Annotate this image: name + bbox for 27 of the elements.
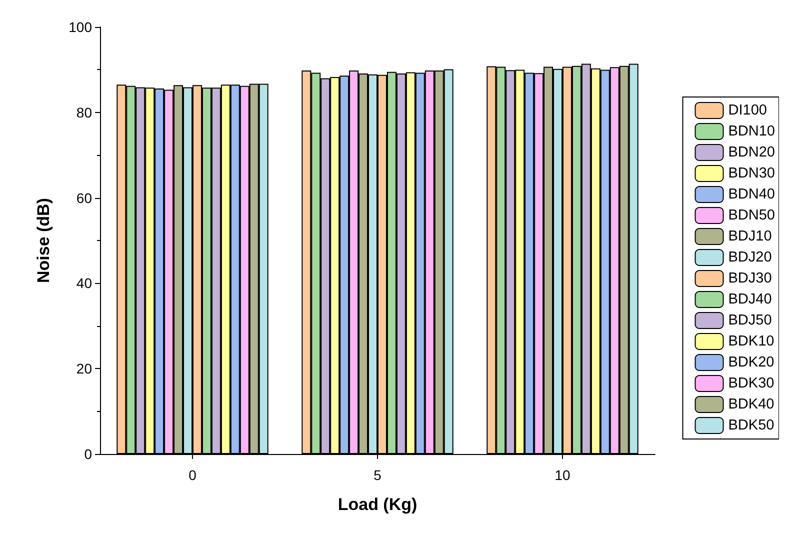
y-tick-label: 60 <box>76 190 92 206</box>
y-tick-label: 0 <box>84 446 92 462</box>
legend-label: BDK10 <box>728 334 774 350</box>
legend-label: BDN50 <box>728 208 776 224</box>
legend-label: BDJ40 <box>728 292 772 308</box>
x-tick-label: 0 <box>188 467 197 483</box>
y-tick-label: 100 <box>68 19 92 35</box>
legend-label: DI100 <box>728 102 767 118</box>
legend-label: BDK30 <box>728 376 774 392</box>
x-axis-title: Load (Kg) <box>338 495 418 514</box>
y-axis-title: Noise (dB) <box>34 198 53 283</box>
y-tick-label: 20 <box>76 360 92 377</box>
legend-label: BDJ30 <box>728 270 772 286</box>
legend-label: BDN40 <box>728 186 776 202</box>
legend-label: BDK20 <box>728 354 774 370</box>
y-tick-label: 40 <box>76 275 92 292</box>
legend-label: BDK50 <box>728 418 774 434</box>
legend-label: BDK40 <box>728 396 774 412</box>
legend-label: BDJ20 <box>728 250 772 266</box>
x-tick-label: 10 <box>554 467 570 483</box>
x-tick-label: 5 <box>374 467 382 483</box>
legend-label: BDN30 <box>728 166 776 182</box>
legend-label: BDJ50 <box>728 312 772 328</box>
legend-label: BDN20 <box>728 144 776 160</box>
y-tick-label: 80 <box>76 104 92 120</box>
legend-label: BDN10 <box>728 124 776 140</box>
legend-label: BDJ10 <box>728 228 772 244</box>
